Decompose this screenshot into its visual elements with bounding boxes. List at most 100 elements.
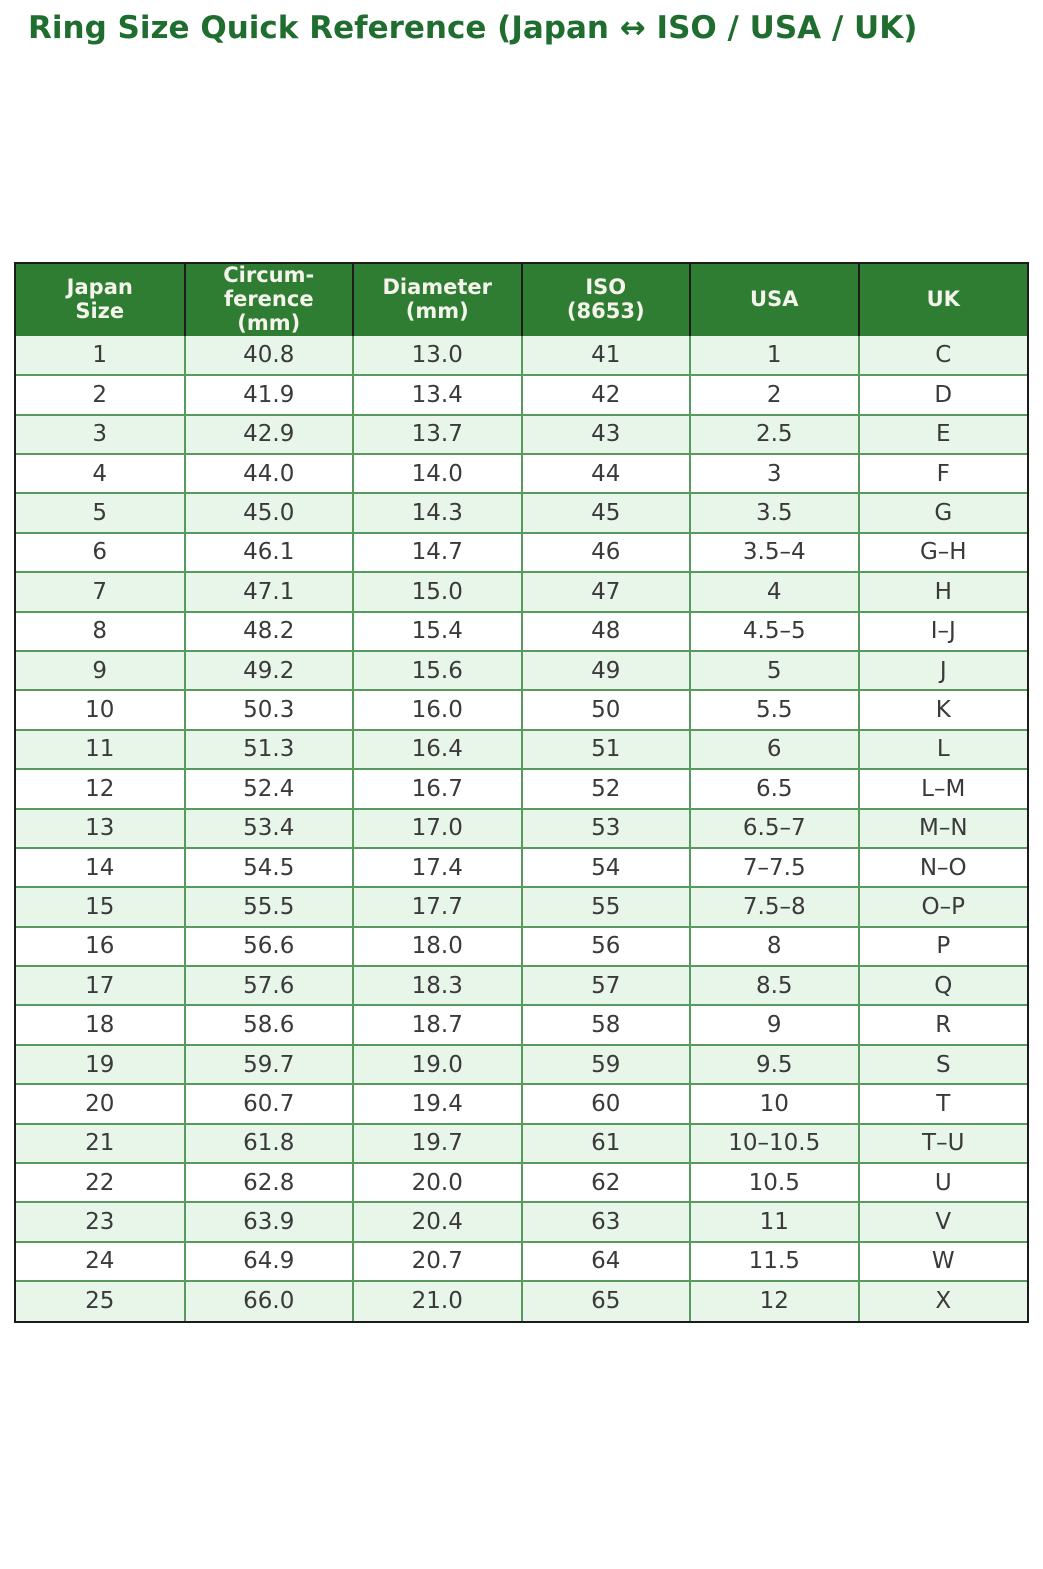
cell-iso: 54 bbox=[520, 846, 690, 888]
table-row: 25 66.0 21.0 65 12 X bbox=[16, 1280, 1027, 1321]
cell-diameter: 16.0 bbox=[352, 689, 522, 730]
cell-japan-size: 1 bbox=[16, 335, 185, 376]
cell-usa: 5 bbox=[689, 649, 859, 691]
table-row: 23 63.9 20.4 63 11 V bbox=[16, 1201, 1027, 1242]
cell-iso: 58 bbox=[520, 1004, 690, 1045]
table-row: 4 44.0 14.0 44 3 F bbox=[16, 452, 1027, 494]
cell-usa: 3.5 bbox=[689, 492, 859, 533]
table-row: 10 50.3 16.0 50 5.5 K bbox=[16, 689, 1027, 730]
cell-usa: 7–7.5 bbox=[689, 846, 859, 888]
cell-uk: V bbox=[857, 1201, 1027, 1242]
cell-diameter: 19.4 bbox=[352, 1083, 522, 1124]
cell-uk: I–J bbox=[857, 610, 1027, 651]
cell-circumference: 62.8 bbox=[183, 1162, 353, 1203]
cell-iso: 53 bbox=[520, 807, 690, 848]
cell-japan-size: 10 bbox=[16, 689, 185, 730]
cell-usa: 10 bbox=[689, 1083, 859, 1124]
cell-iso: 50 bbox=[520, 689, 690, 730]
cell-japan-size: 8 bbox=[16, 610, 185, 651]
cell-usa: 2.5 bbox=[689, 413, 859, 454]
table-row: 16 56.6 18.0 56 8 P bbox=[16, 925, 1027, 967]
cell-diameter: 15.4 bbox=[352, 610, 522, 651]
cell-iso: 60 bbox=[520, 1083, 690, 1124]
cell-usa: 1 bbox=[689, 335, 859, 376]
ring-size-table: Japan Size Circum- ference (mm) Diameter (… bbox=[16, 263, 1027, 1321]
ring-size-table-frame: Japan Size Circum- ference (mm) Diameter (… bbox=[14, 262, 1029, 1323]
cell-iso: 47 bbox=[520, 571, 690, 612]
cell-usa: 4.5–5 bbox=[689, 610, 859, 651]
cell-japan-size: 22 bbox=[16, 1162, 185, 1203]
cell-uk: J bbox=[857, 649, 1027, 691]
cell-usa: 10.5 bbox=[689, 1162, 859, 1203]
table-row: 11 51.3 16.4 51 6 L bbox=[16, 728, 1027, 770]
cell-japan-size: 7 bbox=[16, 571, 185, 612]
cell-circumference: 44.0 bbox=[183, 452, 353, 494]
cell-circumference: 46.1 bbox=[183, 531, 353, 573]
cell-diameter: 19.7 bbox=[352, 1122, 522, 1164]
cell-circumference: 66.0 bbox=[183, 1280, 353, 1321]
cell-diameter: 13.7 bbox=[352, 413, 522, 454]
cell-circumference: 59.7 bbox=[183, 1043, 353, 1085]
cell-circumference: 40.8 bbox=[183, 335, 353, 376]
cell-circumference: 63.9 bbox=[183, 1201, 353, 1242]
table-row: 3 42.9 13.7 43 2.5 E bbox=[16, 413, 1027, 454]
table-row: 1 40.8 13.0 41 1 C bbox=[16, 335, 1027, 376]
cell-circumference: 55.5 bbox=[183, 886, 353, 927]
table-row: 22 62.8 20.0 62 10.5 U bbox=[16, 1162, 1027, 1203]
cell-usa: 7.5–8 bbox=[689, 886, 859, 927]
cell-usa: 11 bbox=[689, 1201, 859, 1242]
cell-japan-size: 9 bbox=[16, 649, 185, 691]
cell-diameter: 18.3 bbox=[352, 965, 522, 1006]
cell-uk: D bbox=[857, 374, 1027, 415]
cell-iso: 43 bbox=[520, 413, 690, 454]
cell-japan-size: 17 bbox=[16, 965, 185, 1006]
cell-diameter: 13.0 bbox=[352, 335, 522, 376]
cell-japan-size: 18 bbox=[16, 1004, 185, 1045]
cell-diameter: 20.0 bbox=[352, 1162, 522, 1203]
cell-circumference: 60.7 bbox=[183, 1083, 353, 1124]
cell-japan-size: 5 bbox=[16, 492, 185, 533]
cell-usa: 3.5–4 bbox=[689, 531, 859, 573]
cell-diameter: 14.7 bbox=[352, 531, 522, 573]
table-header: Japan Size Circum- ference (mm) Diameter (… bbox=[16, 263, 1027, 336]
cell-uk: O–P bbox=[857, 886, 1027, 927]
table-row: 12 52.4 16.7 52 6.5 L–M bbox=[16, 768, 1027, 809]
cell-iso: 62 bbox=[520, 1162, 690, 1203]
cell-uk: E bbox=[857, 413, 1027, 454]
table-row: 2 41.9 13.4 42 2 D bbox=[16, 374, 1027, 415]
cell-usa: 9.5 bbox=[689, 1043, 859, 1085]
cell-uk: F bbox=[857, 452, 1027, 494]
cell-circumference: 61.8 bbox=[183, 1122, 353, 1164]
cell-diameter: 18.7 bbox=[352, 1004, 522, 1045]
column-header-diameter: Diameter (mm) bbox=[352, 264, 522, 336]
cell-japan-size: 15 bbox=[16, 886, 185, 927]
cell-usa: 9 bbox=[689, 1004, 859, 1045]
table-row: 6 46.1 14.7 46 3.5–4 G–H bbox=[16, 531, 1027, 573]
cell-diameter: 13.4 bbox=[352, 374, 522, 415]
cell-japan-size: 16 bbox=[16, 925, 185, 967]
cell-diameter: 19.0 bbox=[352, 1043, 522, 1085]
cell-diameter: 20.7 bbox=[352, 1240, 522, 1282]
cell-circumference: 54.5 bbox=[183, 846, 353, 888]
column-header-japan-size: Japan Size bbox=[16, 264, 185, 336]
table-row: 18 58.6 18.7 58 9 R bbox=[16, 1004, 1027, 1045]
cell-diameter: 14.0 bbox=[352, 452, 522, 494]
cell-diameter: 14.3 bbox=[352, 492, 522, 533]
cell-circumference: 42.9 bbox=[183, 413, 353, 454]
cell-japan-size: 23 bbox=[16, 1201, 185, 1242]
cell-uk: G bbox=[857, 492, 1027, 533]
cell-usa: 4 bbox=[689, 571, 859, 612]
cell-diameter: 21.0 bbox=[352, 1280, 522, 1321]
cell-circumference: 48.2 bbox=[183, 610, 353, 651]
column-header-iso: ISO (8653) bbox=[520, 264, 690, 336]
cell-iso: 63 bbox=[520, 1201, 690, 1242]
cell-diameter: 17.7 bbox=[352, 886, 522, 927]
cell-japan-size: 19 bbox=[16, 1043, 185, 1085]
table-body: 1 40.8 13.0 41 1 C 2 41.9 13.4 42 2 D 3 42.9 13.7 43 2.5… bbox=[16, 335, 1027, 1321]
cell-uk: T–U bbox=[857, 1122, 1027, 1164]
table-row: 8 48.2 15.4 48 4.5–5 I–J bbox=[16, 610, 1027, 651]
cell-uk: P bbox=[857, 925, 1027, 967]
cell-iso: 46 bbox=[520, 531, 690, 573]
cell-usa: 5.5 bbox=[689, 689, 859, 730]
cell-usa: 6.5 bbox=[689, 768, 859, 809]
